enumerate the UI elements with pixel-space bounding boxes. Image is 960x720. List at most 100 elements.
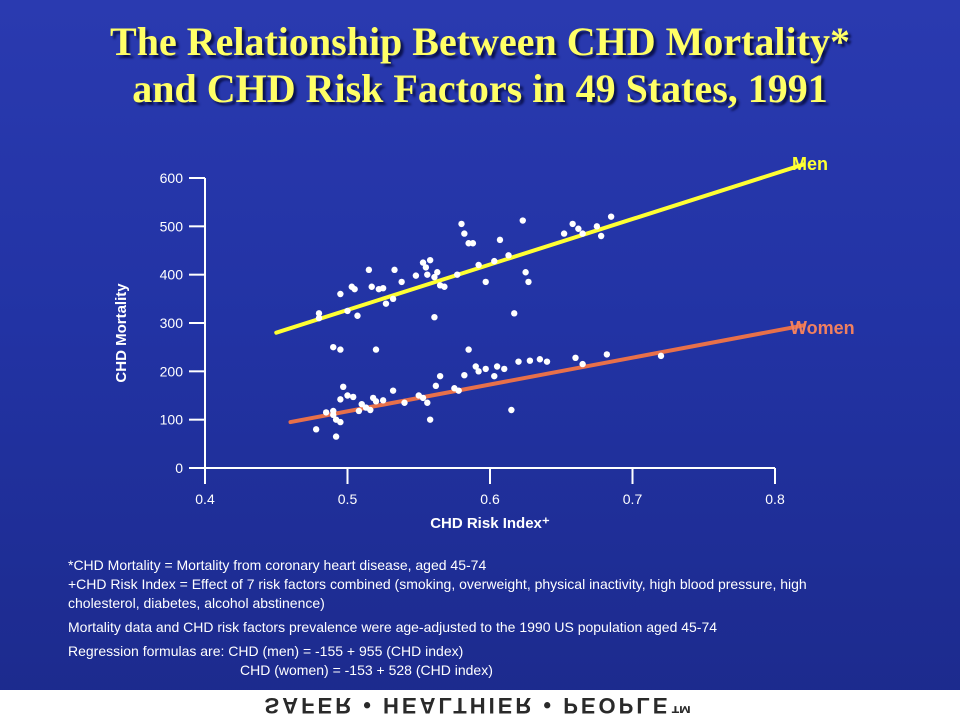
men-data-point	[569, 220, 576, 228]
men-data-point	[315, 314, 323, 322]
women-data-point	[657, 352, 665, 360]
y-tick-label: 400	[160, 267, 184, 283]
chart-title: The Relationship Between CHD Mortality* …	[0, 18, 960, 112]
men-data-point	[519, 217, 526, 224]
men-data-point	[391, 266, 398, 274]
men-data-point	[491, 257, 498, 265]
women-data-point	[603, 351, 611, 358]
men-data-point	[422, 264, 430, 271]
men-data-point	[434, 269, 441, 276]
title-line-1: The Relationship Between CHD Mortality*	[110, 19, 850, 64]
men-data-point	[398, 278, 405, 286]
y-tick-label: 200	[160, 363, 184, 379]
y-tick-label: 0	[175, 460, 183, 476]
x-tick-label: 0.4	[195, 491, 215, 507]
footnotes: *CHD Mortality = Mortality from coronary…	[68, 556, 828, 680]
x-tick-label: 0.7	[623, 491, 643, 507]
women-data-point	[355, 407, 363, 415]
women-data-point	[332, 433, 340, 440]
men-data-point	[469, 240, 477, 247]
men-data-point	[431, 273, 438, 281]
women-data-point	[389, 387, 397, 394]
women-data-point	[482, 365, 489, 373]
chart-labels: CHD Risk Index⁺ CHD Mortality Men Women	[113, 154, 855, 532]
footnote-regression-men: Regression formulas are: CHD (men) = -15…	[68, 643, 464, 659]
title-line-2: and CHD Risk Factors in 49 States, 1991	[132, 66, 828, 111]
men-data-point	[419, 259, 427, 266]
men-data-point	[575, 225, 582, 232]
women-data-point	[472, 363, 479, 370]
men-data-point	[593, 223, 601, 230]
women-data-point	[579, 360, 586, 368]
women-data-point	[475, 368, 482, 375]
women-data-point	[515, 358, 522, 365]
women-data-point	[455, 387, 462, 394]
men-data-point	[368, 283, 375, 290]
women-data-point	[401, 399, 408, 406]
women-data-point	[461, 372, 468, 379]
women-data-point	[358, 401, 365, 408]
men-data-point	[511, 310, 518, 317]
men-data-point	[607, 213, 615, 220]
x-tick-label: 0.8	[765, 491, 785, 507]
men-data-point	[379, 285, 387, 292]
women-data-point	[337, 396, 344, 403]
men-data-point	[382, 300, 390, 307]
men-data-point	[461, 230, 468, 237]
footer-bar	[0, 690, 960, 720]
women-trend-line	[288, 323, 806, 425]
men-data-point	[431, 314, 438, 321]
women-data-point	[432, 382, 440, 390]
men-data-point	[441, 283, 448, 290]
women-data-point	[322, 409, 330, 416]
men-data-point	[344, 307, 351, 315]
x-tick-label: 0.5	[338, 491, 358, 507]
women-data-point	[572, 354, 579, 361]
x-axis-label: CHD Risk Index⁺	[430, 515, 550, 532]
chart-trendlines	[274, 162, 806, 425]
women-data-point	[379, 397, 387, 404]
women-data-point	[419, 394, 427, 402]
men-data-point	[525, 278, 532, 286]
women-data-point	[426, 416, 434, 423]
women-data-point	[344, 392, 351, 399]
x-tick-label: 0.6	[480, 491, 500, 507]
chart-ticks: 0 100 200 300 400 500 600 0.4 0.5 0.6 0.7 0.8	[160, 170, 785, 507]
men-data-point	[458, 220, 465, 228]
women-data-point	[501, 365, 508, 373]
women-data-point	[543, 358, 551, 365]
footnote-regression-women: CHD (women) = -153 + 528 (CHD index)	[240, 662, 493, 678]
men-data-point	[496, 236, 504, 244]
y-tick-label: 100	[160, 412, 184, 428]
women-data-point	[536, 356, 544, 363]
men-data-point	[372, 346, 380, 353]
men-data-point	[315, 310, 323, 317]
men-data-point	[351, 285, 358, 293]
y-tick-label: 500	[160, 218, 184, 234]
y-tick-label: 600	[160, 170, 184, 186]
men-data-point	[354, 312, 361, 319]
men-data-point	[482, 278, 489, 286]
women-data-point	[491, 372, 498, 380]
men-data-point	[475, 261, 482, 269]
men-data-point	[424, 271, 431, 278]
men-data-point	[330, 343, 337, 351]
men-data-point	[454, 271, 461, 278]
men-data-point	[597, 232, 605, 240]
legend-label-men: Men	[792, 154, 828, 174]
women-data-point	[493, 363, 501, 370]
men-data-point	[579, 230, 586, 237]
women-data-point	[508, 406, 515, 414]
men-data-point	[560, 230, 568, 237]
women-data-point	[424, 399, 431, 406]
men-data-point	[426, 256, 434, 264]
men-trend-line	[274, 162, 806, 335]
women-data-point	[436, 372, 444, 380]
men-data-point	[337, 290, 344, 298]
footnote-risk-index: +CHD Risk Index = Effect of 7 risk facto…	[68, 576, 807, 611]
men-data-point	[412, 272, 420, 279]
men-data-point	[389, 295, 397, 303]
men-data-point	[522, 269, 529, 276]
women-data-point	[465, 346, 472, 353]
women-data-point	[330, 411, 337, 419]
